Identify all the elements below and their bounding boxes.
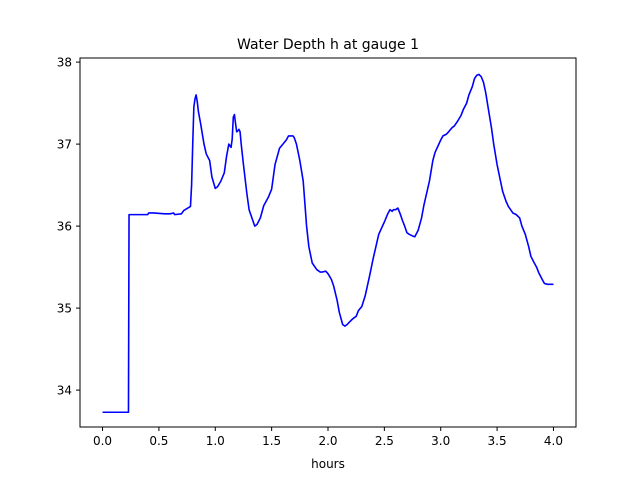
y-tick-label: 35 — [57, 302, 72, 316]
y-tick-label: 34 — [57, 384, 72, 398]
y-tick-label: 37 — [57, 138, 72, 152]
y-tick-label: 38 — [57, 56, 72, 70]
x-tick-label: 0.5 — [149, 434, 168, 448]
x-tick-label: 3.0 — [431, 434, 450, 448]
x-tick-label: 0.0 — [93, 434, 112, 448]
x-tick-label: 4.0 — [544, 434, 563, 448]
x-axis-label: hours — [311, 457, 345, 471]
y-tick-label: 36 — [57, 220, 72, 234]
x-tick-label: 1.5 — [262, 434, 281, 448]
x-tick-label: 1.0 — [206, 434, 225, 448]
y-axis-ticks: 34 35 36 37 38 — [57, 56, 80, 398]
x-tick-label: 3.5 — [488, 434, 507, 448]
x-tick-label: 2.5 — [375, 434, 394, 448]
x-axis-ticks: 0.0 0.5 1.0 1.5 2.0 2.5 3.0 3.5 4.0 — [93, 427, 563, 448]
chart-title: Water Depth h at gauge 1 — [237, 37, 419, 53]
series-line-1 — [102, 73, 554, 414]
x-tick-label: 2.0 — [318, 434, 337, 448]
